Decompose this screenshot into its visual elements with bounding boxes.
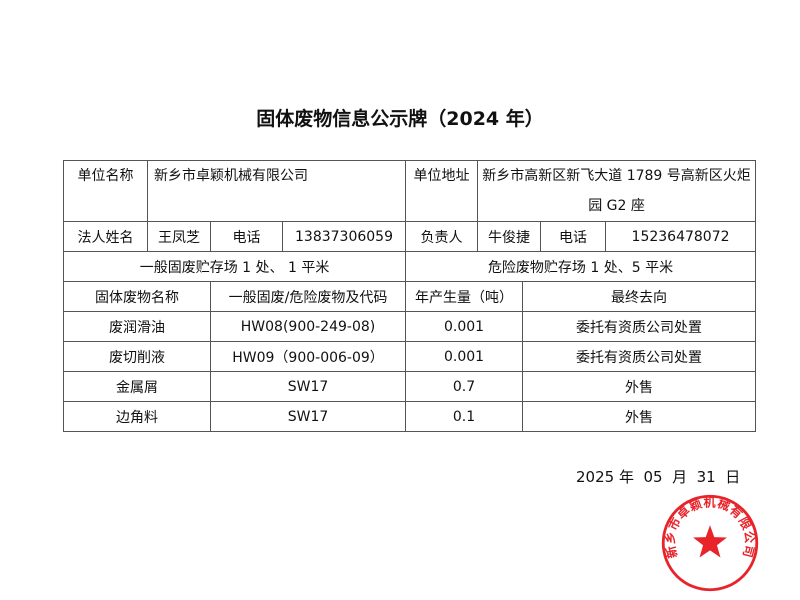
legal-person-label: 法人姓名 [63, 221, 148, 252]
info-table: 单位名称 新乡市卓颖机械有限公司 单位地址 新乡市高新区新飞大道 1789 号高… [62, 160, 757, 432]
unit-address: 新乡市高新区新飞大道 1789 号高新区火炬园 G2 座 [477, 160, 757, 222]
table-row: 边角料 SW17 0.1 外售 [63, 401, 757, 432]
manager-phone-label: 电话 [540, 221, 607, 252]
seal-star-icon [693, 525, 727, 558]
waste-amount: 0.001 [405, 311, 524, 342]
seal-ring [661, 494, 759, 592]
signing-date: 2025 年 05 月 31 日 [576, 468, 741, 486]
manager-label: 负责人 [405, 221, 479, 252]
waste-destination: 外售 [522, 401, 757, 432]
company-seal-stamp: 新乡市卓颖机械有限公司 [661, 494, 759, 592]
waste-code: SW17 [209, 401, 407, 432]
header-waste-code: 一般固废/危险废物及代码 [209, 281, 407, 312]
legal-phone: 13837306059 [281, 221, 407, 252]
waste-name: 废切削液 [63, 341, 211, 372]
waste-name: 废润滑油 [63, 311, 211, 342]
waste-header-row: 固体废物名称 一般固废/危险废物及代码 年产生量（吨） 最终去向 [63, 281, 757, 312]
table-row: 金属屑 SW17 0.7 外售 [63, 371, 757, 402]
waste-code: HW08(900-249-08) [209, 311, 407, 342]
header-annual-amount: 年产生量（吨） [405, 281, 524, 312]
waste-amount: 0.1 [405, 401, 524, 432]
header-destination: 最终去向 [522, 281, 757, 312]
hazardous-storage: 危险废物贮存场 1 处、5 平米 [405, 251, 757, 282]
manager: 牛俊捷 [477, 221, 542, 252]
waste-amount: 0.7 [405, 371, 524, 402]
table-row: 废润滑油 HW08(900-249-08) 0.001 委托有资质公司处置 [63, 311, 757, 342]
unit-row: 单位名称 新乡市卓颖机械有限公司 单位地址 新乡市高新区新飞大道 1789 号高… [63, 160, 757, 222]
contact-row: 法人姓名 王凤芝 电话 13837306059 负责人 牛俊捷 电话 15236… [63, 221, 757, 252]
legal-phone-label: 电话 [210, 221, 283, 252]
waste-code: HW09（900-006-09） [209, 341, 407, 372]
waste-amount: 0.001 [405, 341, 524, 372]
waste-destination: 委托有资质公司处置 [522, 341, 757, 372]
waste-destination: 外售 [522, 371, 757, 402]
table-row: 废切削液 HW09（900-006-09） 0.001 委托有资质公司处置 [63, 341, 757, 372]
manager-phone: 15236478072 [605, 221, 757, 252]
page-title: 固体废物信息公示牌（2024 年） [256, 108, 544, 130]
waste-name: 金属屑 [63, 371, 211, 402]
unit-name-label: 单位名称 [63, 160, 148, 222]
general-storage: 一般固废贮存场 1 处、 1 平米 [62, 251, 407, 282]
unit-address-label: 单位地址 [405, 160, 479, 222]
header-waste-name: 固体废物名称 [63, 281, 211, 312]
waste-destination: 委托有资质公司处置 [522, 311, 757, 342]
waste-name: 边角料 [63, 401, 211, 432]
storage-row: 一般固废贮存场 1 处、 1 平米 危险废物贮存场 1 处、5 平米 [62, 251, 757, 282]
unit-name: 新乡市卓颖机械有限公司 [146, 160, 407, 222]
waste-code: SW17 [209, 371, 407, 402]
legal-person: 王凤芝 [147, 221, 211, 252]
